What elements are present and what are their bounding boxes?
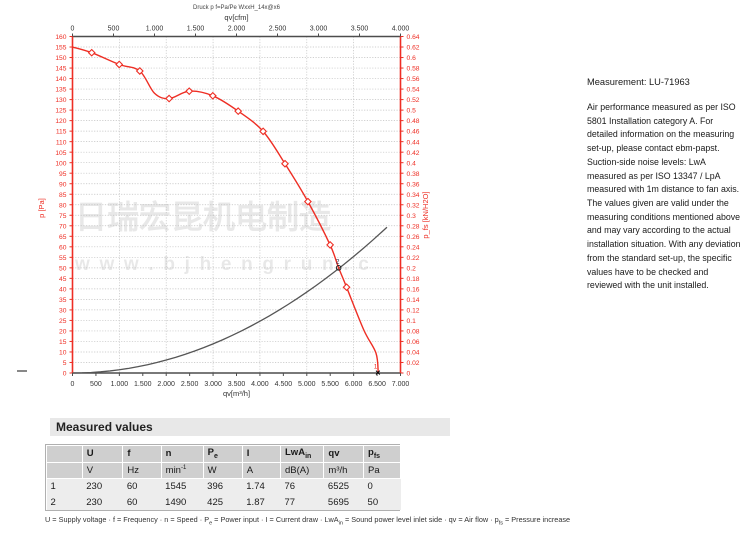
svg-text:0.06: 0.06 bbox=[407, 339, 420, 346]
svg-text:125: 125 bbox=[55, 108, 66, 115]
svg-text:0.6: 0.6 bbox=[407, 55, 417, 62]
svg-text:0.44: 0.44 bbox=[407, 139, 420, 146]
svg-text:0.54: 0.54 bbox=[407, 87, 420, 94]
svg-text:5.500: 5.500 bbox=[321, 381, 339, 388]
svg-text:130: 130 bbox=[55, 97, 66, 104]
svg-text:0.18: 0.18 bbox=[407, 276, 420, 283]
svg-text:15: 15 bbox=[59, 339, 67, 346]
svg-text:7.000: 7.000 bbox=[392, 381, 410, 388]
svg-text:2: 2 bbox=[336, 258, 340, 265]
svg-text:0.42: 0.42 bbox=[407, 150, 420, 157]
svg-text:2.000: 2.000 bbox=[157, 381, 175, 388]
svg-text:35: 35 bbox=[59, 297, 67, 304]
svg-text:0.56: 0.56 bbox=[407, 76, 420, 83]
svg-text:105: 105 bbox=[55, 150, 66, 157]
svg-text:25: 25 bbox=[59, 318, 67, 325]
svg-text:0.2: 0.2 bbox=[407, 265, 417, 272]
svg-text:0: 0 bbox=[71, 26, 75, 33]
svg-text:20: 20 bbox=[59, 329, 67, 336]
svg-text:0.36: 0.36 bbox=[407, 181, 420, 188]
svg-text:110: 110 bbox=[56, 139, 67, 146]
svg-text:Druck p f=Pa/Pe WxxH_14x@x6: Druck p f=Pa/Pe WxxH_14x@x6 bbox=[193, 5, 281, 11]
svg-text:0: 0 bbox=[71, 381, 75, 388]
svg-text:3.500: 3.500 bbox=[351, 26, 369, 33]
svg-text:150: 150 bbox=[55, 55, 66, 62]
svg-text:500: 500 bbox=[108, 26, 120, 33]
svg-text:160: 160 bbox=[55, 34, 66, 41]
svg-text:85: 85 bbox=[59, 192, 67, 199]
svg-text:2.500: 2.500 bbox=[269, 26, 287, 33]
svg-text:3.000: 3.000 bbox=[204, 381, 222, 388]
svg-text:120: 120 bbox=[55, 118, 66, 125]
svg-text:0.5: 0.5 bbox=[407, 108, 417, 115]
svg-text:80: 80 bbox=[59, 202, 67, 209]
svg-text:2.000: 2.000 bbox=[228, 26, 246, 33]
svg-text:1.500: 1.500 bbox=[187, 26, 205, 33]
svg-text:0.12: 0.12 bbox=[407, 308, 420, 315]
svg-text:4.500: 4.500 bbox=[275, 381, 293, 388]
svg-text:500: 500 bbox=[90, 381, 102, 388]
svg-text:0.26: 0.26 bbox=[407, 234, 420, 241]
svg-text:0.02: 0.02 bbox=[407, 360, 420, 367]
svg-text:0.24: 0.24 bbox=[407, 244, 420, 251]
svg-text:p_fs [kN/H2O]: p_fs [kN/H2O] bbox=[421, 191, 430, 238]
svg-text:65: 65 bbox=[59, 234, 67, 241]
svg-text:135: 135 bbox=[55, 87, 66, 94]
svg-text:3.000: 3.000 bbox=[310, 26, 328, 33]
svg-text:4.000: 4.000 bbox=[251, 381, 269, 388]
svg-text:5.000: 5.000 bbox=[298, 381, 316, 388]
svg-text:0: 0 bbox=[407, 371, 411, 378]
svg-text:5: 5 bbox=[63, 360, 67, 367]
svg-text:1.000: 1.000 bbox=[111, 381, 129, 388]
svg-text:0.64: 0.64 bbox=[407, 34, 420, 41]
svg-text:0.48: 0.48 bbox=[407, 118, 420, 125]
svg-text:0.3: 0.3 bbox=[407, 213, 417, 220]
svg-text:0.62: 0.62 bbox=[407, 45, 420, 52]
svg-text:90: 90 bbox=[59, 181, 67, 188]
svg-text:115: 115 bbox=[56, 129, 67, 136]
svg-text:0.34: 0.34 bbox=[407, 192, 420, 199]
svg-text:50: 50 bbox=[59, 265, 67, 272]
svg-text:0.08: 0.08 bbox=[407, 329, 420, 336]
svg-text:p [Pa]: p [Pa] bbox=[37, 198, 46, 218]
svg-text:0.22: 0.22 bbox=[407, 255, 420, 262]
svg-text:6.000: 6.000 bbox=[345, 381, 363, 388]
svg-text:0.46: 0.46 bbox=[407, 129, 420, 136]
svg-text:140: 140 bbox=[55, 76, 66, 83]
svg-text:0.04: 0.04 bbox=[407, 350, 420, 357]
svg-text:0.14: 0.14 bbox=[407, 297, 420, 304]
svg-text:0.16: 0.16 bbox=[407, 287, 420, 294]
svg-text:95: 95 bbox=[59, 171, 67, 178]
svg-text:qv[cfm]: qv[cfm] bbox=[224, 13, 248, 22]
svg-text:3.500: 3.500 bbox=[228, 381, 246, 388]
svg-text:70: 70 bbox=[59, 223, 67, 230]
svg-text:1.000: 1.000 bbox=[146, 26, 164, 33]
svg-text:10: 10 bbox=[59, 350, 67, 357]
svg-text:0.4: 0.4 bbox=[407, 160, 417, 167]
svg-text:2.500: 2.500 bbox=[181, 381, 199, 388]
svg-text:100: 100 bbox=[55, 160, 66, 167]
svg-text:45: 45 bbox=[59, 276, 67, 283]
svg-text:0.38: 0.38 bbox=[407, 171, 420, 178]
svg-text:0.28: 0.28 bbox=[407, 223, 420, 230]
svg-text:155: 155 bbox=[55, 45, 66, 52]
svg-text:6.500: 6.500 bbox=[368, 381, 386, 388]
svg-text:75: 75 bbox=[59, 213, 67, 220]
svg-text:40: 40 bbox=[59, 287, 67, 294]
svg-text:4.000: 4.000 bbox=[392, 26, 410, 33]
svg-text:1: 1 bbox=[374, 364, 378, 371]
svg-text:0.58: 0.58 bbox=[407, 66, 420, 73]
svg-text:55: 55 bbox=[59, 255, 67, 262]
svg-text:0.52: 0.52 bbox=[407, 97, 420, 104]
svg-text:30: 30 bbox=[59, 308, 67, 315]
svg-text:60: 60 bbox=[59, 244, 67, 251]
svg-text:qv[m³/h]: qv[m³/h] bbox=[223, 389, 250, 398]
svg-text:0: 0 bbox=[63, 371, 67, 378]
svg-text:145: 145 bbox=[55, 66, 66, 73]
svg-text:0.1: 0.1 bbox=[407, 318, 417, 325]
svg-text:1.500: 1.500 bbox=[134, 381, 152, 388]
svg-text:0.32: 0.32 bbox=[407, 202, 420, 209]
